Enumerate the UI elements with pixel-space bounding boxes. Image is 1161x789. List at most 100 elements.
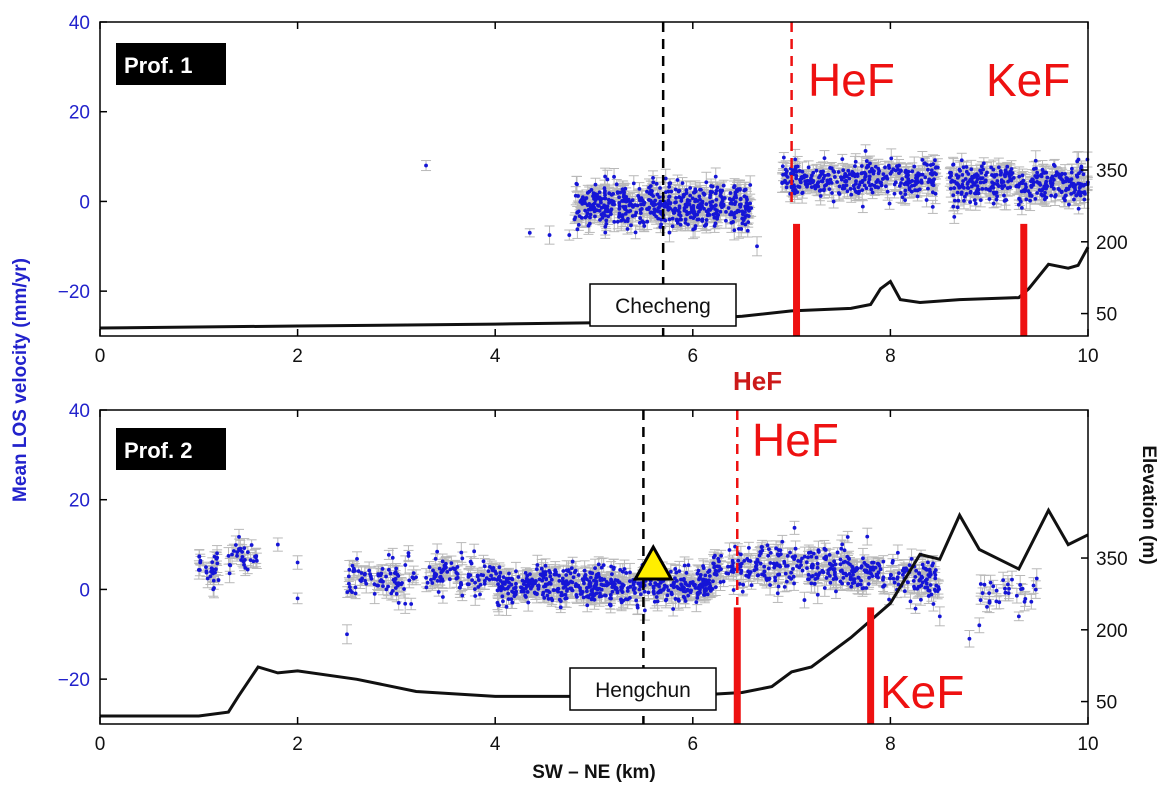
data-point	[612, 219, 617, 224]
data-point	[1070, 166, 1074, 171]
data-point	[603, 193, 607, 198]
data-point	[1034, 175, 1039, 180]
data-point	[1017, 174, 1022, 179]
data-point	[956, 183, 961, 188]
data-point	[647, 198, 652, 203]
data-point	[587, 202, 592, 206]
data-point	[638, 211, 643, 215]
data-point	[648, 210, 653, 215]
data-point	[684, 188, 689, 192]
data-point	[1011, 176, 1016, 180]
data-point	[960, 172, 965, 177]
data-point	[1066, 202, 1071, 207]
data-point	[683, 220, 688, 225]
data-point	[617, 195, 622, 200]
data-point	[1063, 198, 1067, 203]
data-point	[1080, 183, 1085, 188]
data-point	[1082, 197, 1087, 202]
data-point	[588, 215, 592, 220]
data-point	[1072, 190, 1076, 195]
data-point	[972, 198, 977, 203]
data-point	[1050, 181, 1055, 186]
data-point	[695, 212, 700, 217]
data-point	[862, 177, 867, 182]
data-point	[732, 184, 737, 188]
data-point	[719, 201, 724, 206]
data-point	[1077, 185, 1082, 190]
data-point	[859, 171, 864, 176]
data-point	[822, 183, 827, 188]
data-point	[715, 185, 720, 190]
data-point	[827, 187, 832, 192]
data-point	[952, 186, 957, 190]
data-point	[738, 196, 743, 201]
data-point	[966, 180, 970, 185]
data-point	[900, 177, 905, 181]
data-point	[1053, 193, 1058, 197]
data-point	[640, 219, 645, 224]
data-point	[1076, 157, 1081, 162]
y-tick-label: 20	[69, 103, 90, 124]
data-point	[620, 199, 624, 203]
data-point	[731, 220, 735, 224]
data-point	[951, 193, 956, 198]
data-point	[968, 200, 973, 204]
data-point	[864, 186, 869, 191]
data-point	[1008, 177, 1013, 182]
data-point	[853, 159, 858, 164]
data-point	[732, 228, 737, 233]
data-point	[898, 169, 903, 173]
data-point	[903, 181, 908, 186]
data-point	[796, 184, 800, 189]
data-point	[837, 184, 842, 189]
data-point	[612, 174, 616, 179]
data-point	[846, 168, 851, 173]
data-point	[599, 212, 604, 217]
data-point	[684, 191, 689, 196]
data-point	[926, 186, 930, 191]
data-point	[675, 221, 680, 225]
data-point	[604, 218, 609, 223]
data-point	[656, 209, 661, 214]
data-point	[836, 170, 841, 174]
data-point	[783, 178, 787, 183]
data-point	[975, 184, 980, 189]
data-point	[931, 183, 936, 188]
data-point	[658, 225, 663, 229]
data-point	[619, 218, 624, 223]
data-point	[1069, 177, 1074, 182]
data-point	[583, 201, 587, 206]
data-point	[827, 181, 831, 186]
data-point	[789, 185, 794, 190]
data-point	[692, 210, 697, 215]
data-point	[780, 181, 785, 185]
data-point	[637, 186, 642, 191]
data-point	[718, 209, 723, 214]
data-point	[871, 171, 876, 176]
data-point	[740, 212, 745, 217]
data-point	[603, 196, 608, 201]
data-point	[947, 175, 952, 180]
data-point	[721, 183, 726, 188]
data-point	[836, 191, 841, 195]
station-checheng-label: Checheng	[615, 295, 711, 318]
data-point	[922, 161, 927, 166]
data-point	[999, 170, 1003, 175]
data-point	[670, 224, 675, 229]
data-point	[704, 218, 709, 222]
data-point	[909, 183, 914, 188]
x-tick-label: 0	[95, 346, 106, 367]
data-point	[741, 218, 746, 223]
data-point	[1081, 172, 1086, 177]
data-point	[1052, 186, 1056, 191]
data-point	[795, 190, 800, 194]
data-point	[1002, 193, 1006, 198]
data-point	[954, 173, 959, 177]
data-point	[738, 187, 742, 191]
data-point	[1040, 193, 1045, 198]
data-point	[955, 205, 960, 210]
data-point	[864, 159, 869, 163]
data-point	[667, 230, 672, 235]
data-point	[952, 198, 957, 203]
data-point	[995, 194, 999, 199]
